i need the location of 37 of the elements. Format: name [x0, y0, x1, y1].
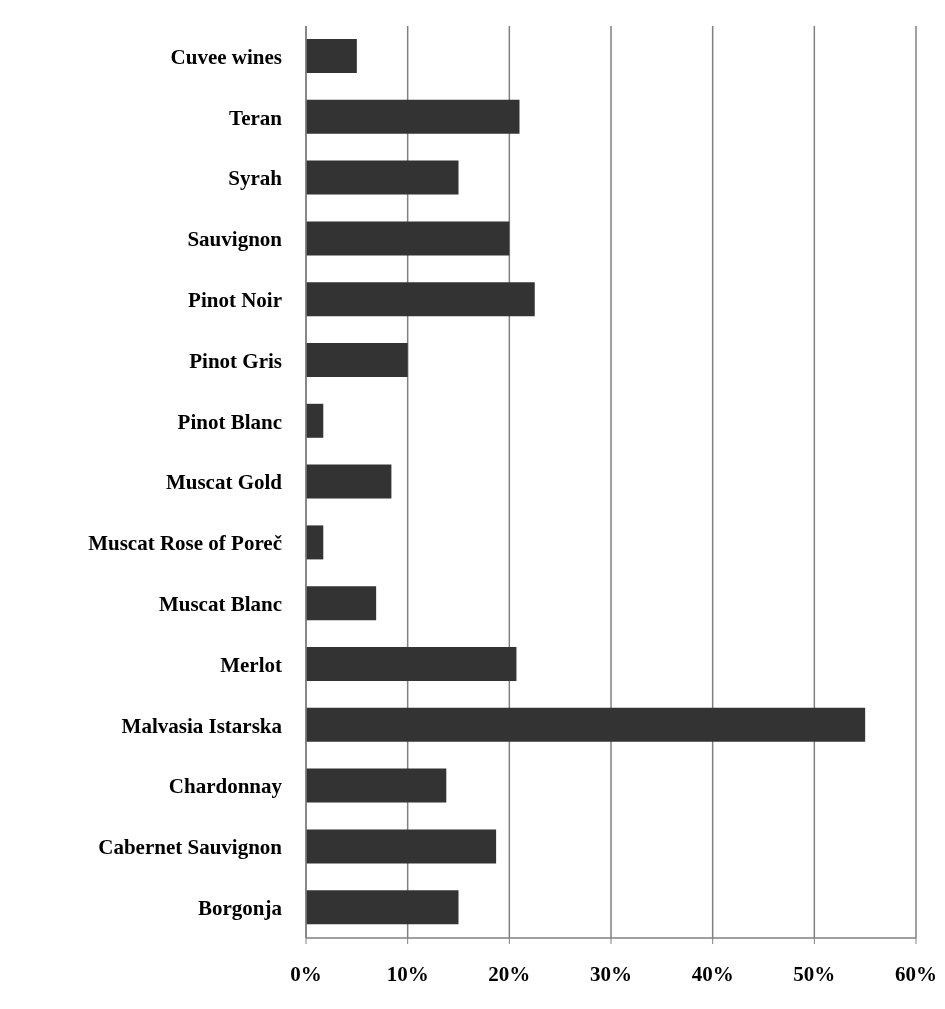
bar — [306, 403, 324, 438]
y-tick-label: Pinot Noir — [188, 288, 282, 313]
bar — [306, 221, 510, 256]
bar — [306, 647, 517, 681]
x-tick-label: 0% — [290, 961, 322, 986]
x-tick-label: 60% — [895, 961, 937, 986]
y-tick-label: Pinot Blanc — [177, 409, 282, 434]
bar — [306, 160, 459, 195]
y-tick-label: Borgonja — [198, 896, 283, 921]
y-tick-label: Merlot — [220, 652, 282, 677]
y-tick-label: Teran — [229, 105, 283, 130]
y-tick-label: Cabernet Sauvignon — [98, 835, 283, 860]
bar — [306, 890, 459, 925]
y-tick-label: Cuvee wines — [170, 44, 282, 69]
x-tick-label: 20% — [488, 961, 531, 986]
y-tick-label: Pinot Gris — [189, 348, 282, 373]
bar — [306, 282, 535, 317]
bar — [306, 768, 447, 803]
x-tick-label: 40% — [691, 961, 734, 986]
x-tick-label: 30% — [590, 961, 632, 986]
y-tick-label: Sauvignon — [187, 227, 283, 252]
y-tick-label: Muscat Gold — [165, 470, 283, 495]
y-tick-label: Malvasia Istarska — [121, 713, 283, 738]
x-tick-label: 50% — [793, 961, 836, 986]
y-tick-label: Syrah — [228, 166, 283, 191]
bar — [306, 464, 392, 499]
bar — [306, 99, 520, 134]
bar — [306, 829, 497, 864]
bar — [306, 525, 324, 560]
bar — [306, 586, 377, 621]
y-tick-label: Muscat Blanc — [158, 592, 282, 617]
x-tick-label: 10% — [386, 961, 429, 986]
y-tick-label: Chardonnay — [168, 774, 283, 799]
y-tick-label: Muscat Rose of Poreč — [88, 531, 282, 556]
bar — [306, 39, 357, 73]
bar — [306, 343, 408, 377]
bar — [306, 707, 866, 742]
